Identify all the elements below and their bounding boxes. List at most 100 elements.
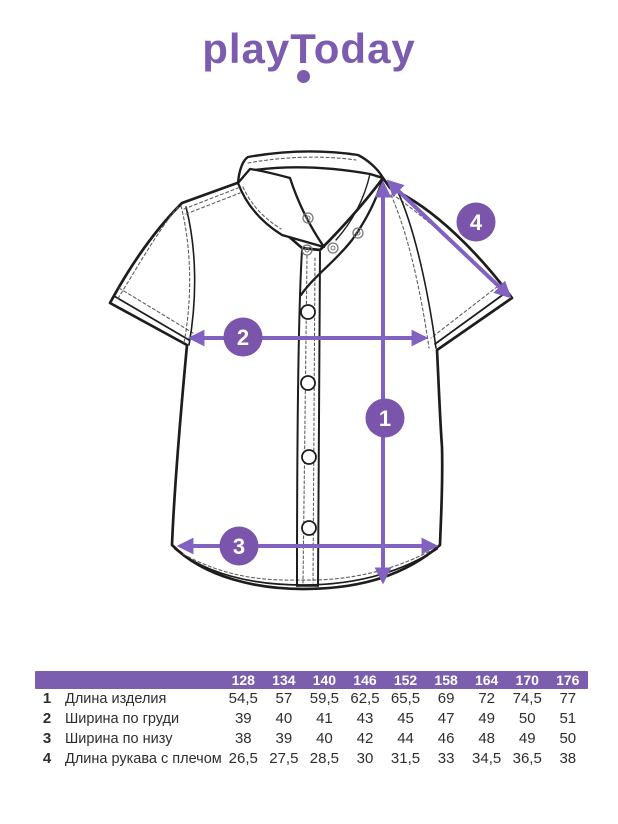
header-label-spacer — [35, 671, 223, 689]
table-row-bottom-width: 3 Ширина по низу 38 39 40 42 44 46 48 49… — [35, 729, 588, 749]
table-row-length: 1 Длина изделия 54,5 57 59,5 62,5 65,5 6… — [35, 689, 588, 709]
size-value: 77 — [559, 690, 577, 707]
size-value: 57 — [275, 690, 293, 707]
size-value: 33 — [437, 750, 455, 767]
size-value: 28,5 — [309, 750, 339, 767]
row-number: 1 — [42, 690, 52, 707]
row-number: 2 — [42, 710, 52, 727]
size-column-header: 164 — [474, 672, 499, 688]
size-value: 72 — [478, 690, 495, 707]
size-value: 62,5 — [350, 690, 380, 707]
brand-logo-text: playToday — [202, 25, 416, 72]
left-shoulder-dashed — [183, 187, 241, 215]
row-label: Ширина по груди — [65, 711, 180, 727]
button-placket — [296, 249, 321, 587]
row-label: Длина рукава с плечом — [65, 751, 222, 767]
size-value: 43 — [356, 710, 374, 727]
size-value: 27,5 — [269, 750, 299, 767]
size-value: 34,5 — [472, 750, 502, 767]
size-table: 128 134 140 146 152 158 164 170 176 1 Дл… — [35, 671, 588, 769]
size-column-header: 158 — [434, 672, 458, 688]
marker-3-label: 3 — [233, 534, 245, 559]
size-value: 45 — [397, 710, 414, 727]
right-sleeve-stitch-dashed — [430, 282, 503, 339]
size-value: 50 — [559, 730, 577, 747]
left-armhole-dashed — [180, 205, 191, 344]
table-row-sleeve-length: 4 Длина рукава с плечом 26,5 27,5 28,5 3… — [35, 749, 588, 769]
size-value: 47 — [437, 710, 455, 727]
marker-1-label: 1 — [379, 406, 391, 431]
arrow-sleeve-length — [386, 179, 512, 299]
row-label: Ширина по низу — [65, 731, 173, 747]
size-value: 40 — [275, 710, 293, 727]
size-column-header: 176 — [556, 672, 580, 688]
size-value: 50 — [518, 710, 536, 727]
marker-2-circle — [223, 317, 263, 357]
button — [300, 304, 316, 320]
size-value: 39 — [275, 730, 293, 747]
snap-buttons — [301, 212, 364, 256]
size-value: 54,5 — [228, 690, 258, 707]
size-value: 51 — [559, 710, 577, 727]
row-values: 26,5 27,5 28,5 30 31,5 33 34,5 36,5 38 — [223, 749, 588, 769]
size-value: 30 — [356, 750, 374, 767]
size-value: 69 — [437, 690, 455, 707]
size-value: 39 — [234, 710, 252, 727]
row-number: 3 — [42, 730, 52, 747]
row-values: 39 40 41 43 45 47 49 50 51 — [223, 709, 588, 729]
size-value: 59,5 — [309, 690, 339, 707]
hem-inner-line — [174, 548, 438, 586]
collar-roll-inner — [335, 173, 371, 241]
size-column-header: 134 — [272, 672, 296, 688]
placket-left-edge — [296, 249, 303, 587]
size-value: 36,5 — [512, 750, 542, 767]
size-value: 38 — [234, 730, 252, 747]
right-sleeve-hem-line — [434, 290, 509, 345]
marker-2-label: 2 — [237, 325, 249, 350]
collar-stitch-dashed — [242, 156, 357, 230]
size-value: 40 — [316, 730, 333, 747]
shirt-illustration — [108, 150, 514, 591]
row-label: Длина изделия — [65, 691, 167, 707]
size-column-header: 152 — [393, 672, 418, 688]
marker-1-circle — [365, 398, 405, 438]
button — [301, 449, 317, 465]
row-values: 54,5 57 59,5 62,5 65,5 69 72 74,5 77 — [223, 689, 588, 709]
header-size-cells: 128 134 140 146 152 158 164 170 176 — [223, 671, 588, 689]
size-column-header: 170 — [515, 672, 539, 688]
placket-right-edge — [317, 251, 321, 587]
size-value: 65,5 — [390, 690, 421, 707]
brand-dot-icon — [297, 70, 310, 83]
left-sleeve-hem-line — [113, 295, 190, 341]
row-values: 38 39 40 42 44 46 48 49 50 — [223, 729, 588, 749]
left-sleeve-stitch-dashed — [118, 287, 194, 334]
size-value: 74,5 — [512, 690, 542, 707]
marker-3-circle — [219, 526, 259, 566]
row-number: 4 — [42, 750, 52, 767]
size-value: 41 — [316, 710, 333, 727]
size-value: 46 — [437, 730, 455, 747]
size-value: 42 — [356, 730, 374, 747]
hem-stitch-dashed — [182, 550, 431, 581]
button — [301, 520, 317, 536]
size-value: 49 — [478, 710, 495, 727]
size-value: 26,5 — [228, 750, 258, 767]
size-value: 48 — [478, 730, 495, 747]
left-sleeve-edge-dashed — [116, 206, 179, 301]
size-column-header: 140 — [312, 672, 337, 688]
brand-logo: playToday — [0, 28, 618, 70]
size-column-header: 128 — [231, 672, 255, 688]
measurement-markers: 1 2 3 4 — [219, 202, 496, 566]
marker-4-label: 4 — [470, 210, 483, 235]
size-column-header: 146 — [353, 672, 377, 688]
size-table-header-row: 128 134 140 146 152 158 164 170 176 — [35, 671, 588, 689]
size-value: 49 — [518, 730, 536, 747]
table-row-chest-width: 2 Ширина по груди 39 40 41 43 45 47 49 5… — [35, 709, 588, 729]
marker-4-circle — [456, 202, 496, 242]
size-value: 31,5 — [390, 750, 421, 767]
size-value: 44 — [397, 730, 414, 747]
button — [300, 375, 316, 391]
size-value: 38 — [559, 750, 577, 767]
